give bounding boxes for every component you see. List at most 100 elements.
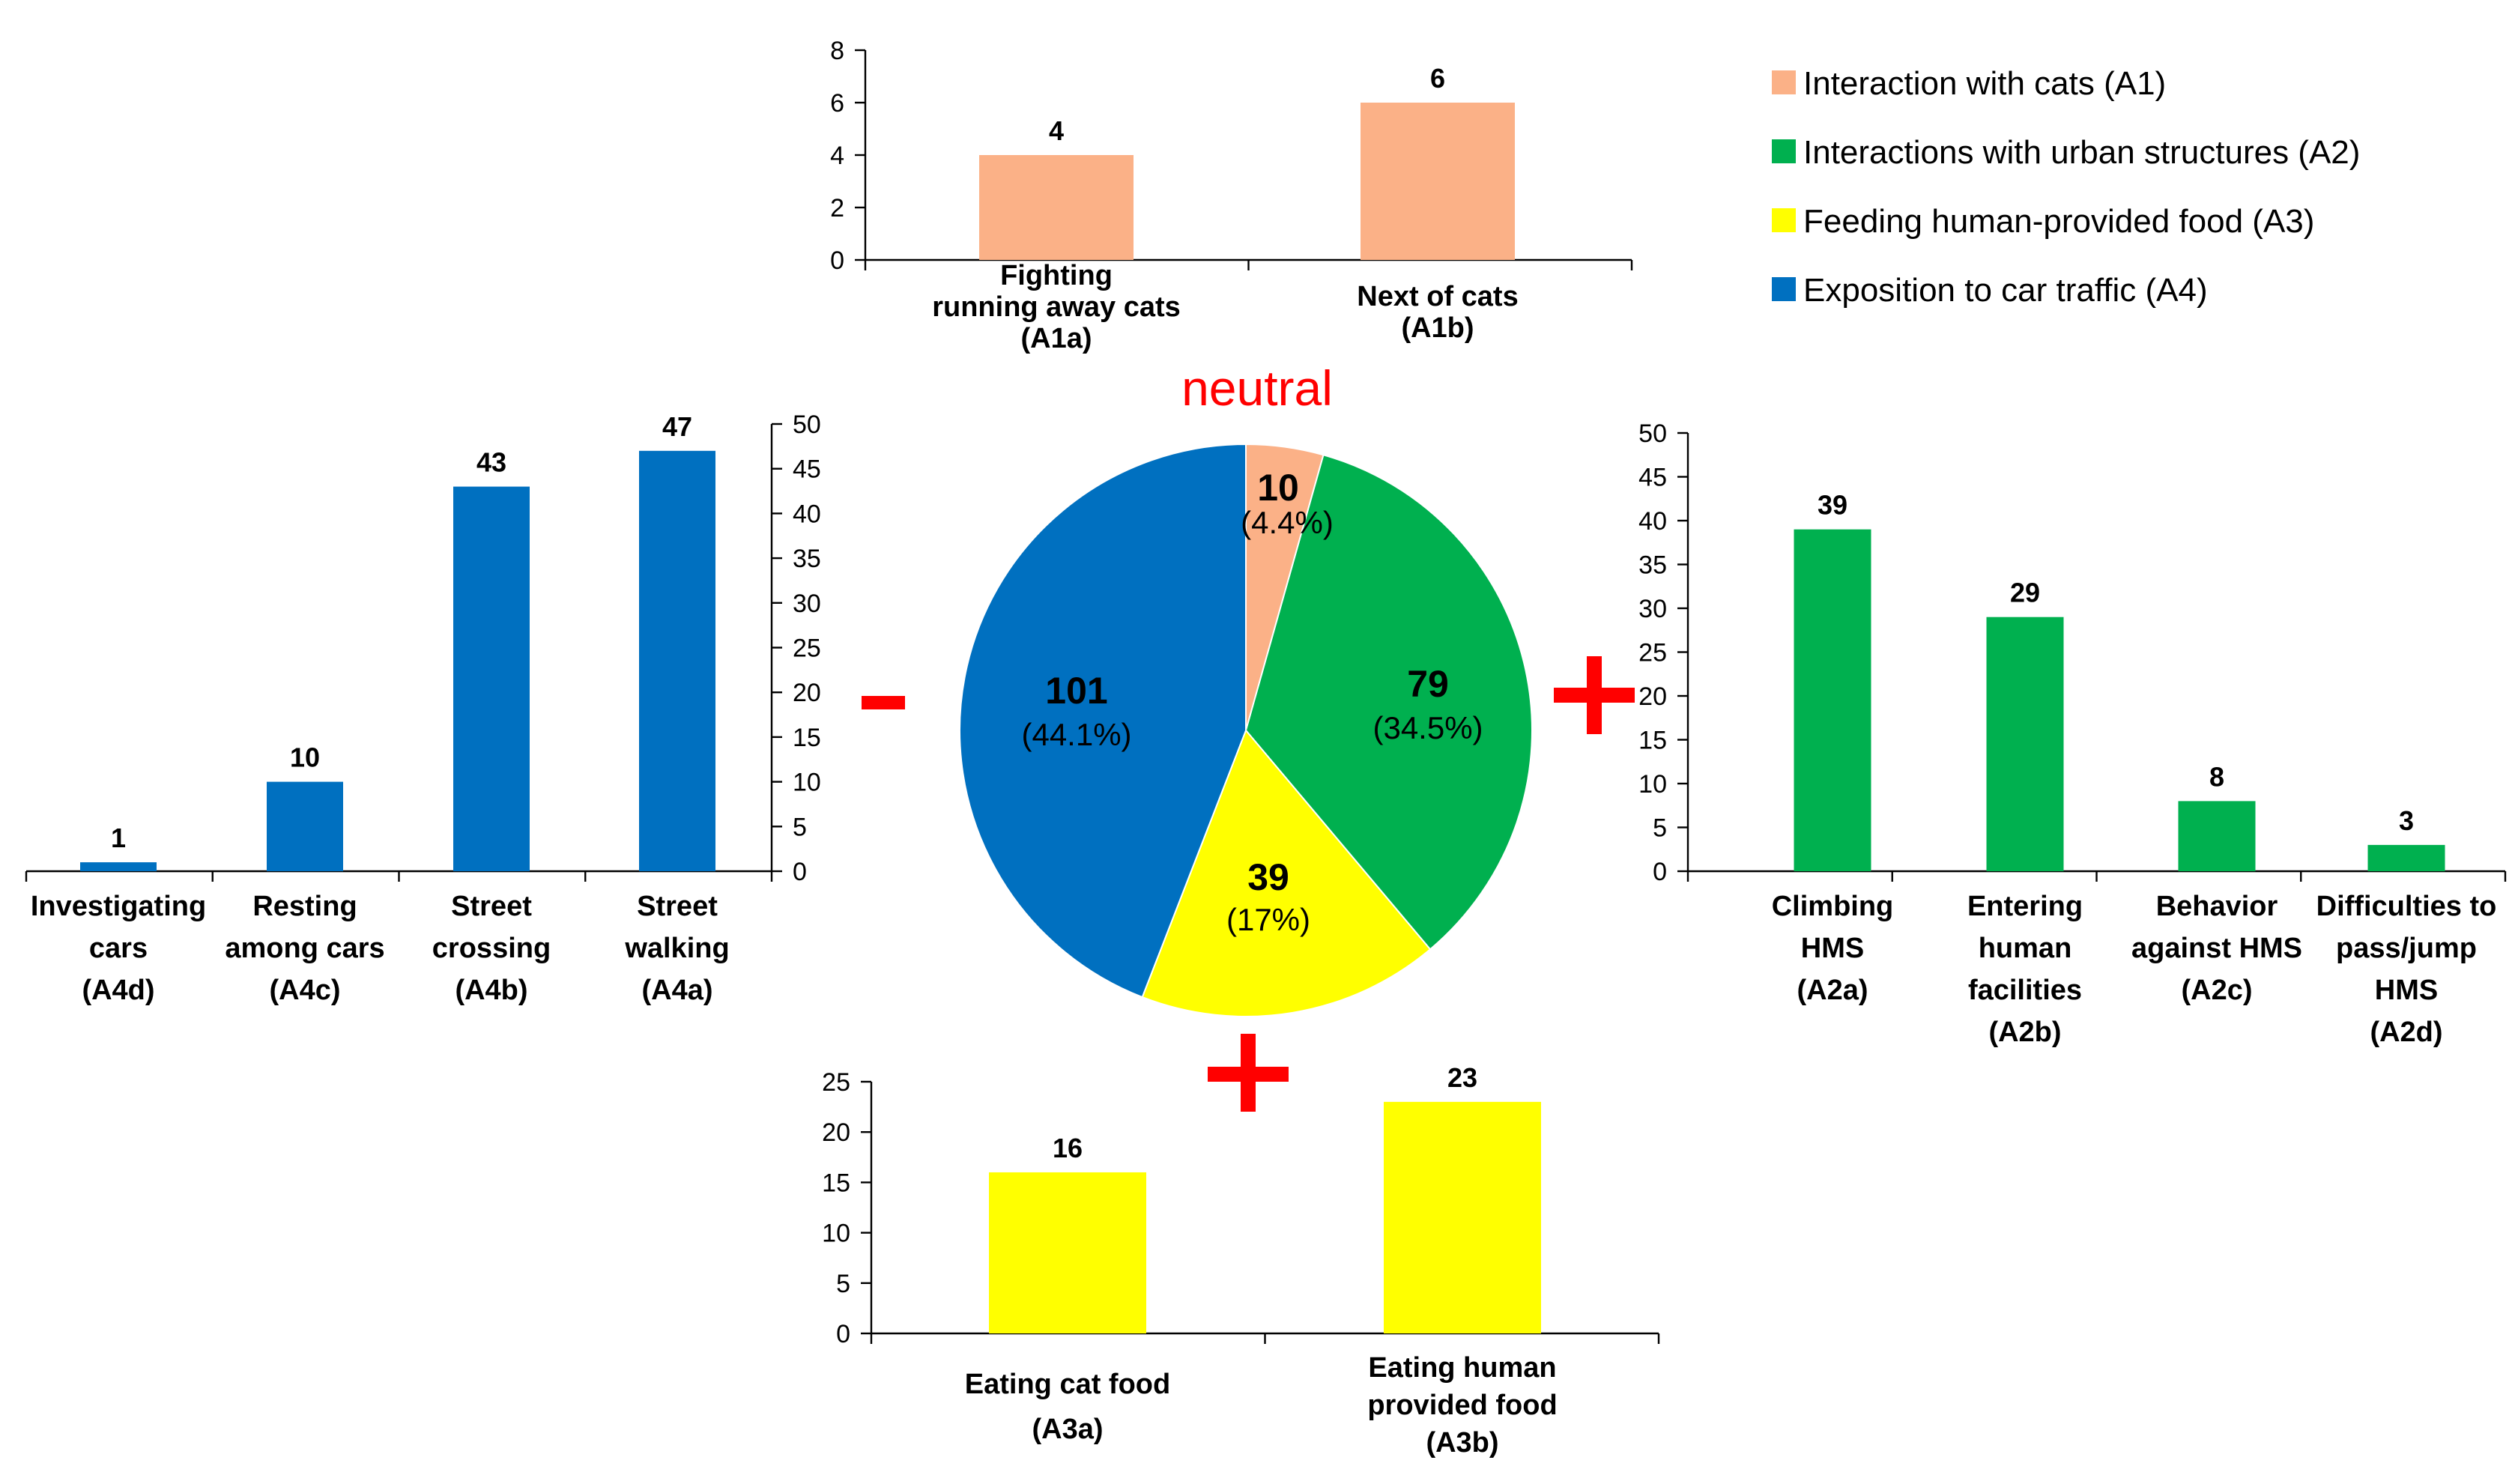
category-label: Eating cat food (965, 1369, 1170, 1400)
category-label: Climbing (1772, 891, 1894, 922)
category-label: (A2b) (1988, 1017, 2061, 1048)
bar-a4-2 (453, 486, 530, 871)
y-tick-label: 50 (793, 411, 821, 439)
y-tick-label: 25 (793, 635, 821, 663)
category-label: Investigating (31, 891, 206, 922)
category-label: Street (637, 891, 718, 922)
legend-swatch-a4 (1772, 277, 1796, 301)
y-tick-label: 25 (1638, 639, 1667, 667)
y-tick-label: 8 (830, 37, 844, 65)
y-tick-label: 30 (1638, 595, 1667, 623)
category-label: cars (89, 933, 148, 964)
category-label: Next of cats (1357, 281, 1518, 312)
data-label: 4 (1049, 115, 1064, 146)
legend-label: Interactions with urban structures (A2) (1803, 134, 2360, 171)
y-tick-label: 5 (836, 1270, 850, 1298)
y-tick-label: 10 (793, 769, 821, 797)
category-label: HMS (2375, 975, 2438, 1006)
category-label: crossing (432, 933, 551, 964)
category-label: facilities (1968, 975, 2082, 1006)
data-label: 29 (2010, 578, 2040, 608)
category-label: (A2d) (2370, 1017, 2442, 1048)
category-label: provided food (1367, 1390, 1557, 1421)
y-tick-label: 35 (1638, 551, 1667, 580)
category-label: (A3a) (1032, 1414, 1103, 1445)
category-label: Eating human (1368, 1352, 1556, 1384)
pie-percent-label: (44.1%) (1021, 717, 1131, 752)
data-label: 43 (476, 447, 506, 478)
plus-sign-right: + (1554, 656, 1635, 734)
y-tick-label: 15 (822, 1169, 850, 1197)
bar-a4-3 (639, 450, 715, 871)
minus-sign: - (862, 696, 905, 720)
y-tick-label: 50 (1638, 420, 1667, 448)
bar-a3-1 (1384, 1101, 1541, 1333)
bar-chart-a4: 0 5 10 15 20 25 30 35 40 45 50 1 Investigating cars (A… (25, 411, 821, 1006)
bar-a2-0 (1794, 529, 1871, 871)
legend-label: Exposition to car traffic (A4) (1803, 272, 2208, 309)
data-label: 23 (1447, 1062, 1477, 1093)
y-tick-label: 15 (793, 724, 821, 752)
category-label: running away cats (932, 291, 1181, 323)
y-tick-label: 25 (822, 1068, 850, 1097)
category-label: HMS (1801, 933, 1864, 964)
category-label: against HMS (2131, 933, 2302, 964)
category-label: (A4b) (455, 975, 527, 1006)
y-tick-label: 20 (793, 679, 821, 707)
y-tick-label: 35 (793, 545, 821, 573)
data-label: 10 (290, 742, 320, 773)
pie-percent-label: (17%) (1226, 902, 1310, 937)
y-tick-label: 10 (1638, 770, 1667, 799)
category-label: (A1a) (1020, 323, 1092, 354)
y-tick-label: 30 (793, 590, 821, 618)
bar-a2-2 (2178, 801, 2256, 871)
category-label: (A2c) (2181, 975, 2252, 1006)
bar-chart-a2: 0 5 10 15 20 25 30 35 40 45 50 39 Climbing HMS (A2a) 29… (1638, 420, 2507, 1048)
bar-a2-1 (1986, 617, 2064, 871)
bar-a1-1 (1361, 103, 1515, 260)
y-tick-label: 5 (793, 813, 807, 841)
pie-percent-label: (4.4%) (1241, 505, 1334, 540)
y-tick-label: 20 (822, 1118, 850, 1147)
category-label: Fighting (1000, 260, 1113, 291)
category-label: Street (451, 891, 532, 922)
y-tick-label: 0 (1653, 858, 1667, 886)
category-label: Resting (252, 891, 357, 922)
pie-slice-a2 (1244, 454, 1533, 951)
y-tick-label: 2 (830, 194, 844, 222)
category-label: (A3b) (1426, 1427, 1498, 1459)
legend-swatch-a2 (1772, 139, 1796, 163)
y-tick-label: 5 (1653, 814, 1667, 843)
pie-slice-a4 (959, 443, 1247, 999)
y-tick-label: 45 (793, 455, 821, 484)
category-label: (A4c) (269, 975, 340, 1006)
category-label: Difficulties to (2316, 891, 2497, 922)
category-label: walking (624, 933, 729, 964)
y-tick-label: 0 (836, 1320, 850, 1348)
y-tick-label: 10 (822, 1220, 850, 1248)
y-tick-label: 45 (1638, 464, 1667, 492)
data-label: 3 (2399, 805, 2414, 836)
pie-slice-a3 (1141, 729, 1432, 1017)
pie-value-label: 10 (1257, 467, 1299, 509)
category-label: pass/jump (2336, 933, 2477, 964)
data-label: 16 (1053, 1133, 1083, 1163)
y-tick-label: 0 (830, 246, 844, 275)
y-tick-label: 6 (830, 89, 844, 118)
pie-chart: 10(4.4%) 79 (34.5%) 39 (17%) 101 (44.1%) (959, 443, 1533, 1017)
category-label: (A1b) (1401, 312, 1474, 344)
y-tick-label: 0 (793, 858, 807, 886)
category-label: among cars (225, 933, 384, 964)
bar-a3-0 (989, 1172, 1146, 1333)
category-label: (A4d) (82, 975, 154, 1006)
data-label: 47 (662, 411, 692, 442)
legend: Interaction with cats (A1) Interactions w… (1772, 65, 2360, 309)
category-label: human (1979, 933, 2072, 964)
bar-a4-0 (80, 862, 157, 871)
y-tick-label: 4 (830, 142, 844, 170)
legend-swatch-a1 (1772, 70, 1796, 94)
y-tick-label: 20 (1638, 682, 1667, 711)
svg-text:-: - (883, 718, 884, 720)
data-label: 6 (1430, 63, 1445, 94)
